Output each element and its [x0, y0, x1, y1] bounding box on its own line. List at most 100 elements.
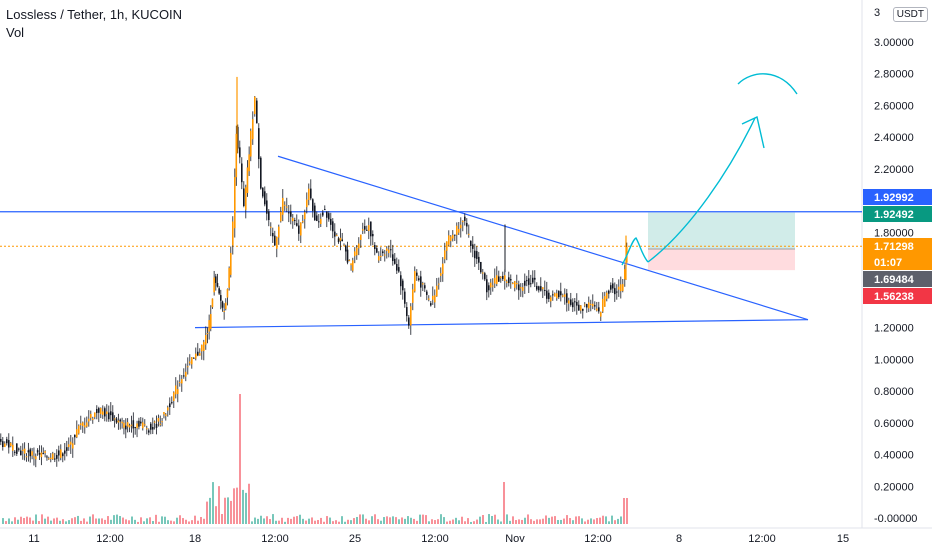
- support-trendline: [194, 319, 809, 329]
- volume-bar: [11, 521, 13, 524]
- price-tag: [863, 238, 932, 254]
- candle-body: [302, 220, 304, 223]
- candle-body: [468, 233, 470, 235]
- volume-bar: [353, 518, 355, 524]
- candle-body: [408, 317, 410, 326]
- candle-body: [540, 286, 542, 291]
- volume-bar: [614, 520, 616, 524]
- candle-body: [230, 252, 232, 275]
- volume-bar: [230, 500, 232, 524]
- candle-body: [306, 199, 308, 208]
- candle-body: [278, 226, 280, 238]
- candle-body: [404, 291, 406, 304]
- candle-body: [239, 147, 241, 158]
- volume-bar: [101, 518, 103, 524]
- candle-body: [312, 199, 314, 211]
- candle-body: [94, 412, 96, 418]
- candle-body: [4, 443, 6, 448]
- candle-body: [96, 409, 98, 414]
- candle-body: [596, 308, 598, 311]
- candle-body: [530, 283, 532, 285]
- volume-bar: [617, 518, 619, 524]
- volume-bar: [317, 519, 319, 524]
- volume-bar: [491, 515, 493, 524]
- volume-bar: [47, 516, 49, 524]
- volume-bar: [569, 518, 571, 524]
- candle-body: [602, 298, 604, 312]
- volume-bar: [410, 517, 412, 524]
- candle-body: [450, 236, 452, 242]
- candle-body: [526, 280, 528, 282]
- candle-body: [464, 216, 466, 221]
- x-tick-label: 15: [837, 533, 849, 545]
- volume-bar: [539, 519, 541, 524]
- volume-bar: [260, 515, 262, 524]
- candle-body: [534, 277, 536, 280]
- volume-bar: [92, 514, 94, 524]
- candle-body: [66, 447, 68, 451]
- candle-body: [440, 273, 442, 276]
- volume-bar: [293, 516, 295, 524]
- candle-body: [216, 283, 219, 287]
- candle-body: [205, 335, 207, 345]
- candle-body: [18, 448, 20, 450]
- candle-body: [328, 213, 330, 220]
- candle-body: [117, 420, 120, 423]
- candle-body: [343, 245, 345, 247]
- candle-body: [500, 276, 502, 279]
- candle-body: [394, 258, 396, 264]
- volume-bar: [431, 519, 433, 524]
- y-tick-label: 0.60000: [874, 418, 914, 430]
- volume-bar: [362, 514, 364, 524]
- volume-bar: [146, 518, 148, 524]
- candle-body: [181, 379, 183, 384]
- currency-button[interactable]: USDT: [892, 7, 928, 22]
- candle-body: [476, 251, 478, 259]
- candle-body: [314, 205, 316, 221]
- candle-body: [376, 248, 378, 253]
- symbol-title: Lossless / Tether, 1h, KUCOIN: [6, 7, 183, 22]
- candle-body: [210, 314, 212, 329]
- candle-body: [337, 238, 340, 243]
- candle-body: [518, 284, 520, 291]
- candle-body: [616, 291, 618, 293]
- candle-body: [208, 320, 210, 332]
- volume-bar: [509, 520, 511, 524]
- candle-body: [580, 305, 582, 311]
- candle-body: [600, 312, 602, 317]
- candle-body: [134, 427, 136, 429]
- candle-body: [246, 167, 249, 193]
- volume-bar: [278, 520, 280, 524]
- candle-body: [112, 412, 114, 421]
- candle-body: [550, 297, 552, 302]
- volume-bar: [173, 521, 175, 524]
- price-tag-label: 01:07: [874, 257, 902, 269]
- volume-bar: [536, 519, 538, 524]
- candle-body: [320, 218, 322, 224]
- candle-body: [86, 422, 88, 427]
- candle-body: [58, 450, 60, 456]
- candle-body: [284, 204, 286, 206]
- y-tick-label-partial: 3: [874, 7, 880, 19]
- candle-body: [532, 277, 534, 283]
- candle-body: [52, 453, 54, 460]
- volume-bar: [395, 517, 397, 524]
- candle-body: [232, 221, 234, 246]
- candle-body: [248, 154, 250, 172]
- candle-body: [25, 456, 28, 458]
- volume-bar: [65, 521, 67, 524]
- candle-body: [187, 366, 189, 368]
- candle-body: [60, 449, 62, 458]
- candle-body: [560, 291, 562, 296]
- candle-body: [211, 298, 214, 308]
- volume-bar: [611, 515, 613, 524]
- candle-body: [490, 282, 492, 288]
- candle-body: [352, 260, 354, 271]
- price-tag-label: 1.92992: [874, 192, 914, 204]
- volume-bar: [152, 520, 154, 524]
- candle-body: [484, 273, 486, 280]
- candle-body: [22, 449, 24, 451]
- candle-body: [237, 126, 239, 149]
- y-tick-label: 2.20000: [874, 164, 914, 176]
